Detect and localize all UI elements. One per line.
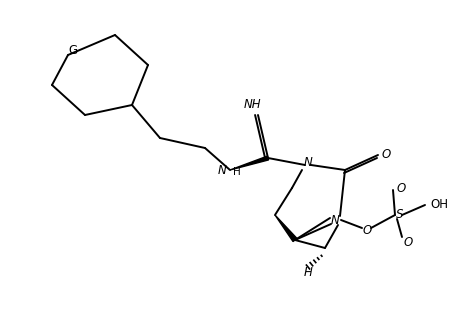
Text: G: G bbox=[68, 44, 77, 58]
Text: NH: NH bbox=[244, 99, 262, 112]
Text: N: N bbox=[304, 156, 313, 169]
Text: S: S bbox=[396, 209, 404, 221]
Text: N: N bbox=[217, 163, 226, 176]
Polygon shape bbox=[230, 156, 269, 170]
Polygon shape bbox=[275, 215, 297, 242]
Text: O: O bbox=[381, 148, 390, 162]
Text: N: N bbox=[331, 214, 339, 226]
Text: OH: OH bbox=[430, 198, 448, 211]
Text: H: H bbox=[233, 167, 241, 177]
Text: O: O bbox=[403, 236, 413, 249]
Text: O: O bbox=[396, 181, 405, 194]
Text: H: H bbox=[304, 266, 313, 278]
Text: O: O bbox=[362, 224, 371, 237]
